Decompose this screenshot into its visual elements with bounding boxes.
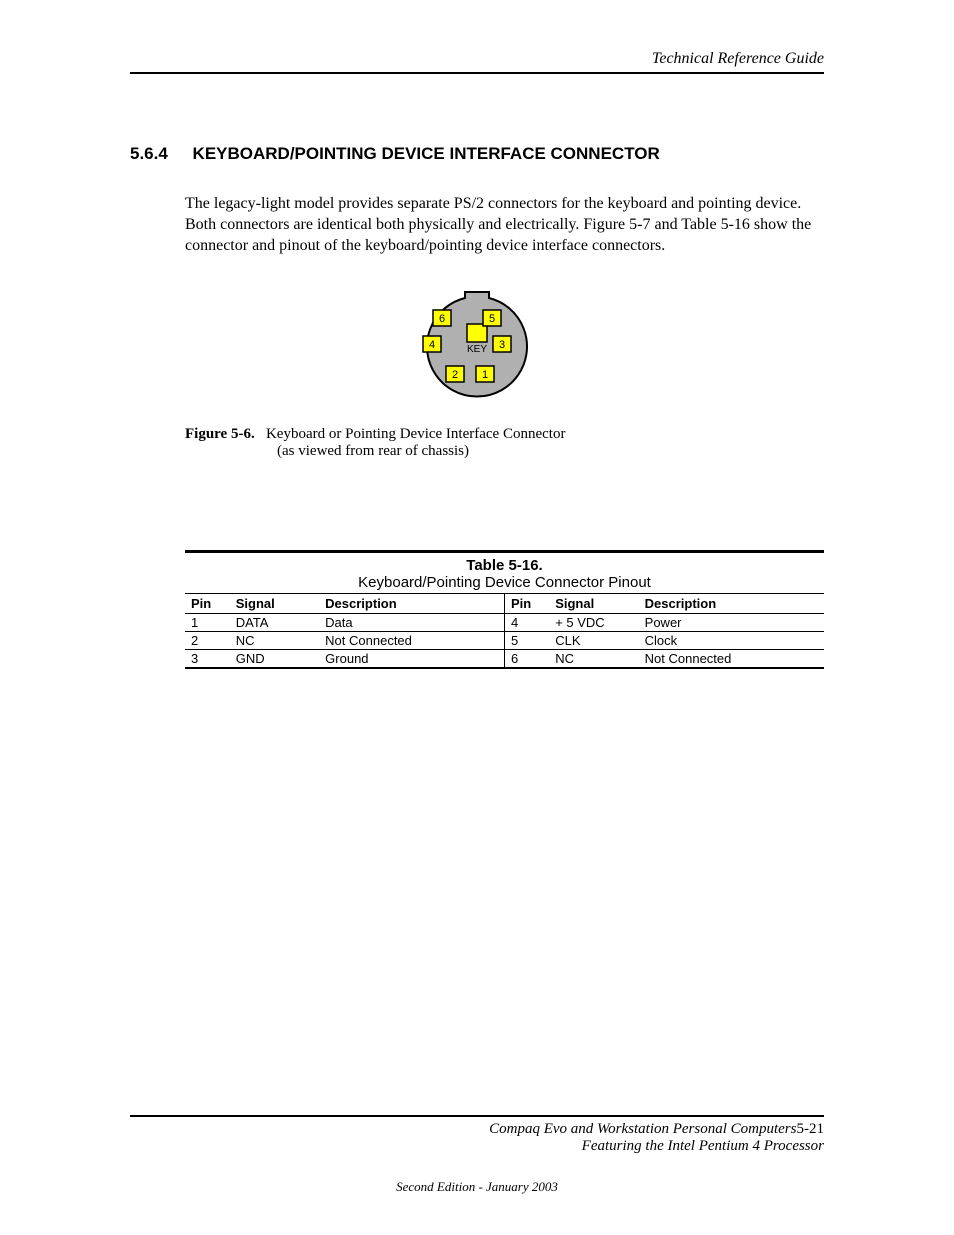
body-paragraph: The legacy-light model provides separate… [185,194,824,256]
table-cell: Clock [639,632,824,650]
page-footer: Compaq Evo and Workstation Personal Comp… [130,1115,824,1195]
table-cell: NC [549,650,638,669]
table-cell: 4 [504,614,549,632]
footer-line1: Compaq Evo and Workstation Personal Comp… [489,1121,796,1137]
table-header-cell: Signal [230,594,319,614]
table-header-cell: Description [319,594,504,614]
table-cell: 5 [504,632,549,650]
section-heading: 5.6.4 KEYBOARD/POINTING DEVICE INTERFACE… [130,144,824,164]
figure-connector: KEY 6 5 4 3 2 1 [130,286,824,411]
pinout-table-wrap: Table 5-16. Keyboard/Pointing Device Con… [185,550,824,669]
pinout-table: PinSignalDescriptionPinSignalDescription… [185,593,824,669]
table-header-cell: Signal [549,594,638,614]
pin-label: 5 [489,313,495,325]
table-header-cell: Pin [185,594,230,614]
table-header-cell: Description [639,594,824,614]
section-title: KEYBOARD/POINTING DEVICE INTERFACE CONNE… [193,144,660,163]
table-cell: 6 [504,650,549,669]
page: Technical Reference Guide 5.6.4 KEYBOARD… [0,0,954,1235]
figure-caption-line2: (as viewed from rear of chassis) [277,443,469,459]
table-cell: GND [230,650,319,669]
pin-label: 1 [482,369,488,381]
table-cell: Not Connected [639,650,824,669]
table-cell: Ground [319,650,504,669]
table-row: 2NCNot Connected5CLKClock [185,632,824,650]
table-cell: DATA [230,614,319,632]
figure-caption: Figure 5-6. Keyboard or Pointing Device … [185,426,824,460]
table-cell: 1 [185,614,230,632]
table-cell: Data [319,614,504,632]
pin-label: 3 [499,339,505,351]
section-number: 5.6.4 [130,144,168,164]
table-cell: NC [230,632,319,650]
svg-text:KEY: KEY [467,344,487,355]
table-row: 3GNDGround6NCNot Connected [185,650,824,669]
footer-page-number: 5-21 [797,1121,825,1137]
table-cell: Power [639,614,824,632]
header-title: Technical Reference Guide [652,50,824,67]
table-cell: Not Connected [319,632,504,650]
table-cell: CLK [549,632,638,650]
table-cell: + 5 VDC [549,614,638,632]
table-title: Keyboard/Pointing Device Connector Pinou… [185,574,824,593]
footer-line2: Featuring the Intel Pentium 4 Processor [130,1138,824,1155]
table-header-cell: Pin [504,594,549,614]
pin-label: 6 [439,313,445,325]
table-number: Table 5-16. [185,550,824,574]
figure-caption-line1: Keyboard or Pointing Device Interface Co… [266,426,565,442]
pin-label: 2 [452,369,458,381]
table-cell: 2 [185,632,230,650]
figure-label: Figure 5-6. [185,426,255,442]
table-cell: 3 [185,650,230,669]
ps2-connector-icon: KEY 6 5 4 3 2 1 [407,286,547,406]
pin-label: 4 [429,339,435,351]
running-header: Technical Reference Guide [130,50,824,74]
table-row: 1DATAData4+ 5 VDCPower [185,614,824,632]
footer-edition: Second Edition - January 2003 [130,1179,824,1195]
